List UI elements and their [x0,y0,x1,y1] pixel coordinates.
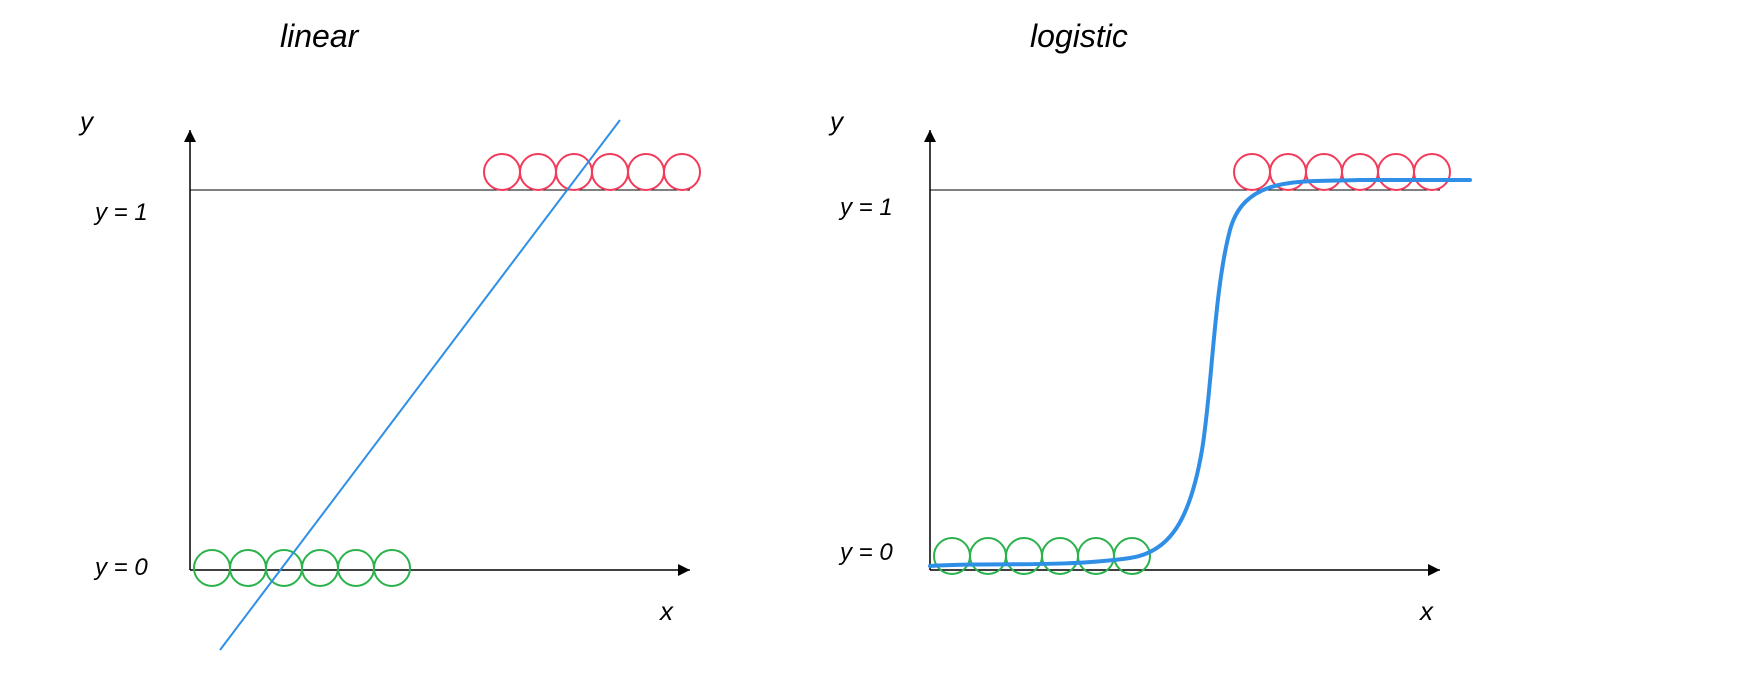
x-axis-label: x [1418,596,1434,626]
data-point-circle [592,154,628,190]
panel-logistic: y x y = 0 y = 1 [800,90,1520,650]
panel-linear: y x y = 0 y = 1 [40,90,760,650]
title-logistic: logistic [1030,18,1128,55]
data-point-circle [1378,154,1414,190]
y-axis-label: y [828,106,845,136]
data-point-circle [1042,538,1078,574]
y1-label: y = 1 [93,199,148,226]
y-axis-label: y [78,106,95,136]
x-axis-label: x [658,596,674,626]
data-point-circle [1078,538,1114,574]
data-point-circle [934,538,970,574]
linear-svg: y x y = 0 y = 1 [40,90,760,650]
green-points [194,550,410,586]
data-point-circle [374,550,410,586]
data-point-circle [664,154,700,190]
green-points [934,538,1150,574]
data-point-circle [194,550,230,586]
data-point-circle [970,538,1006,574]
red-points [1234,154,1450,190]
data-point-circle [1306,154,1342,190]
data-point-circle [302,550,338,586]
data-point-circle [520,154,556,190]
data-point-circle [230,550,266,586]
y0-label: y = 0 [93,554,148,581]
data-point-circle [1234,154,1270,190]
x-axis-arrow [678,564,690,576]
red-points [484,154,700,190]
y0-label: y = 0 [838,539,893,566]
x-axis-arrow [1428,564,1440,576]
logistic-fit-curve [930,180,1470,566]
data-point-circle [1414,154,1450,190]
y1-label: y = 1 [838,194,893,221]
data-point-circle [628,154,664,190]
data-point-circle [484,154,520,190]
data-point-circle [1342,154,1378,190]
data-point-circle [338,550,374,586]
y-axis-arrow [924,130,936,142]
logistic-svg: y x y = 0 y = 1 [800,90,1520,650]
y-axis-arrow [184,130,196,142]
diagram-container: linear logistic y x y = 0 y = 1 [0,0,1759,680]
data-point-circle [556,154,592,190]
title-linear: linear [280,18,358,55]
data-point-circle [1006,538,1042,574]
